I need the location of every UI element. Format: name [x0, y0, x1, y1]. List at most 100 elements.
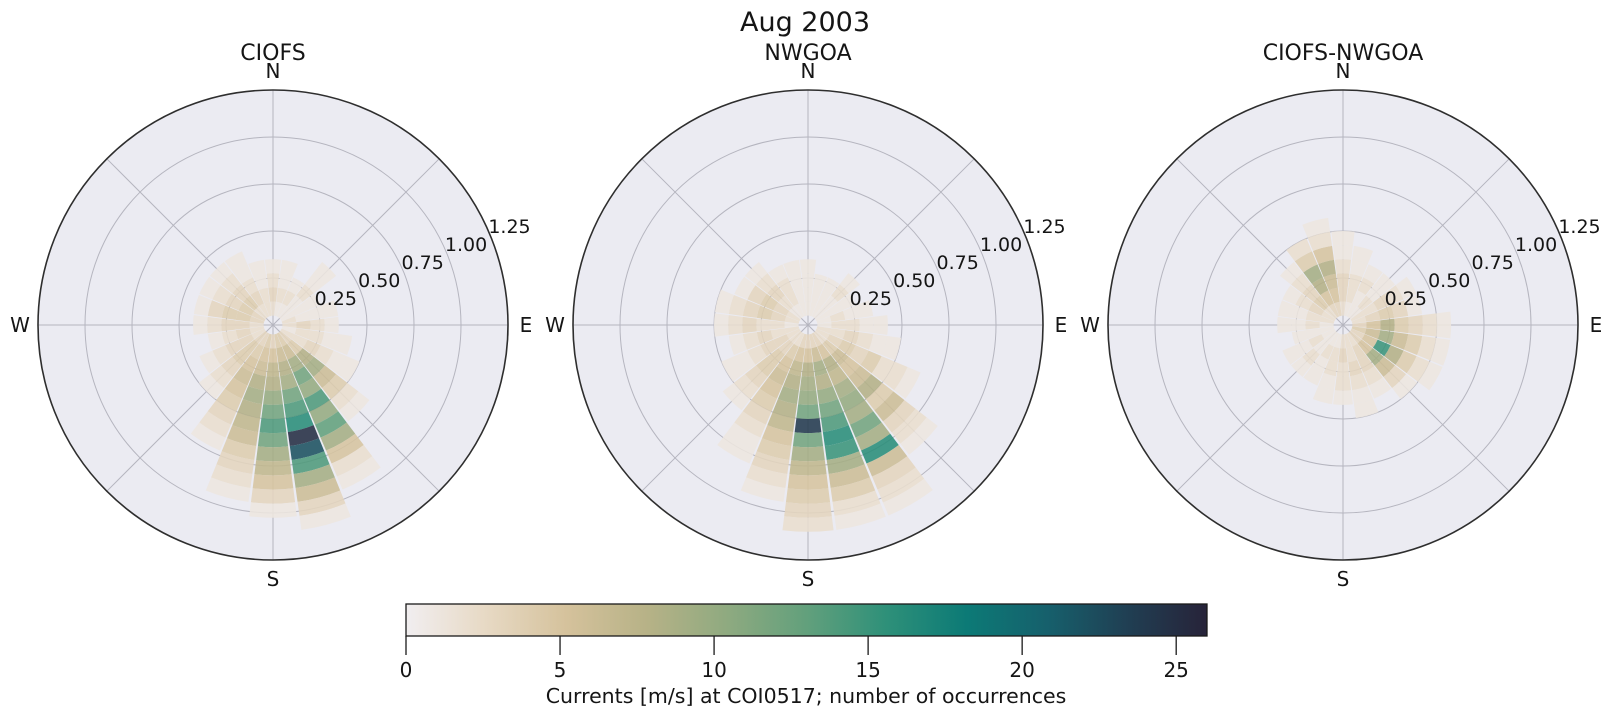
rose-cell — [829, 328, 846, 340]
rose-cell — [232, 412, 261, 433]
rose-cell — [782, 516, 834, 532]
rose-cell — [813, 273, 828, 291]
radial-tick-label: 0.75 — [402, 252, 444, 274]
rose-cell — [857, 374, 883, 400]
radial-tick-label: 0.50 — [893, 270, 935, 292]
rose-cell — [313, 261, 337, 285]
rose-cell — [235, 328, 252, 340]
radial-tick-label: 1.25 — [1558, 216, 1600, 238]
rose-cell — [877, 467, 925, 503]
rose-cell — [1344, 333, 1352, 349]
rose-cell — [1320, 343, 1334, 360]
rose-cell — [280, 328, 295, 340]
rose-cell — [756, 318, 771, 332]
radial-tick-label: 1.00 — [980, 234, 1022, 256]
compass-label-w: W — [545, 313, 565, 337]
rose-cell — [1334, 376, 1352, 391]
rose-cell — [845, 318, 860, 332]
rose-cell — [1336, 362, 1350, 377]
rose-cell — [826, 302, 843, 316]
rose-cell — [791, 446, 825, 462]
rose-cell — [199, 350, 221, 374]
rose-cell — [831, 284, 849, 302]
rose-cell — [839, 273, 860, 294]
rose-cell — [721, 356, 745, 382]
rose-cell — [767, 284, 785, 302]
rose-cell — [1406, 356, 1430, 382]
rose-cell — [734, 276, 756, 300]
rose-cell — [1403, 334, 1423, 356]
rose-cell — [1291, 318, 1306, 332]
colorbar: 0 5 10 15 20 25 Currents [m/s] at COI0517; nu… — [400, 603, 1208, 708]
rose-cell — [207, 300, 226, 318]
rose-cell — [254, 330, 268, 344]
rose-cell — [1305, 310, 1322, 322]
rose-cell — [207, 316, 222, 334]
subplot-title-ciofs-nwgoa: CIOFS-NWGOA — [1263, 41, 1424, 66]
rose-cell — [1348, 306, 1362, 320]
rose-cell — [270, 301, 276, 316]
rose-cell — [1279, 261, 1303, 285]
rose-cell — [224, 251, 248, 273]
rose-cell — [266, 273, 280, 288]
rose-cell — [798, 390, 818, 405]
compass-label-e: E — [1055, 313, 1068, 337]
rose-cell — [760, 339, 779, 357]
rose-cell — [833, 377, 857, 399]
radial-tick-label: 1.00 — [1515, 234, 1557, 256]
rose-cell — [816, 326, 832, 334]
rose-cell — [254, 306, 268, 320]
rose-cell — [298, 377, 322, 399]
rose-cell — [891, 408, 927, 444]
rose-cell — [717, 433, 755, 464]
rose-cell — [822, 354, 840, 373]
rose-cell — [258, 287, 270, 304]
compass-label-s: S — [1337, 567, 1350, 591]
rose-cell — [299, 503, 351, 530]
rose-cell — [824, 438, 860, 461]
rose-cell — [822, 425, 854, 447]
rose-cell — [820, 412, 849, 433]
polar-spine — [37, 89, 509, 561]
polar-plot-ciofs-nwgoa: N E S W 0.250.500.751.001.25 — [1080, 59, 1602, 591]
rose-cell — [333, 334, 353, 356]
rose-cell — [789, 306, 803, 320]
rose-cell — [249, 502, 297, 518]
rose-cell — [1377, 305, 1395, 320]
rose-cell — [280, 310, 295, 322]
rose-cell — [209, 261, 233, 285]
rose-cell — [296, 320, 311, 330]
rose-cells — [1277, 217, 1452, 419]
rose-cell — [849, 345, 869, 365]
rose-cell — [324, 316, 339, 334]
rose-cell — [1307, 231, 1333, 251]
rose-cell — [331, 444, 373, 477]
rose-cell — [232, 348, 250, 366]
rose-cell — [1302, 217, 1331, 238]
rose-cell — [1352, 245, 1374, 265]
rose-cell — [304, 356, 325, 377]
rose-cell — [1291, 273, 1312, 294]
rose-cell — [1277, 316, 1292, 334]
rose-cell — [784, 326, 800, 334]
rose-cell — [762, 425, 794, 447]
rose-cell — [1348, 359, 1363, 377]
colorbar-bar — [405, 603, 1208, 637]
rose-cell — [1313, 295, 1329, 311]
rose-cell — [254, 460, 292, 476]
rose-cell — [263, 390, 283, 405]
rose-cell — [315, 411, 347, 438]
rose-cell — [282, 385, 304, 405]
rose-cell — [287, 295, 303, 311]
rose-cell — [1368, 377, 1392, 399]
rose-cell — [250, 290, 264, 307]
rose-cell — [1308, 302, 1325, 316]
rose-cell — [1320, 290, 1334, 307]
radial-tick-label: 0.25 — [315, 288, 357, 310]
radial-tick-label: 1.25 — [488, 216, 530, 238]
radial-tick-label: 0.25 — [1385, 288, 1427, 310]
rose-cell — [770, 320, 785, 330]
rose-cell — [1350, 310, 1365, 322]
rose-cell — [251, 310, 266, 322]
rose-cell — [788, 273, 803, 291]
